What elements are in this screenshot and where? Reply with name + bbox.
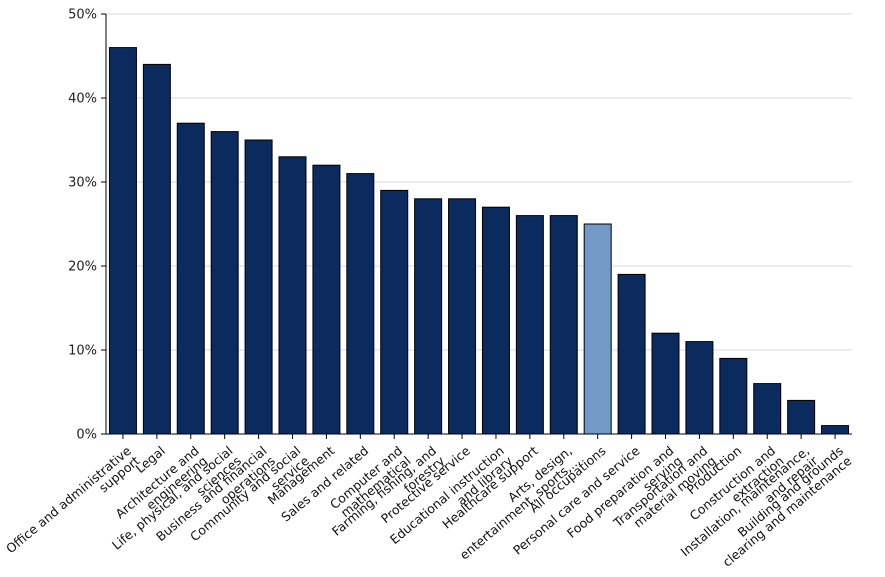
y-tick-label: 50%: [68, 8, 97, 23]
y-tick-label: 10%: [68, 344, 97, 359]
y-tick-label: 0%: [76, 428, 97, 443]
bar: [481, 206, 510, 435]
bar: [108, 47, 137, 435]
bars: [108, 47, 850, 435]
y-tick-label: 30%: [68, 176, 97, 191]
y-tick-label: 40%: [68, 92, 97, 107]
bar: [753, 383, 782, 435]
bar: [821, 425, 850, 435]
bar: [685, 341, 714, 435]
bar: [176, 122, 205, 435]
bar: [312, 164, 341, 435]
x-category-labels: Office and administrativesupportLegalArc…: [3, 443, 855, 570]
bar: [617, 273, 646, 435]
bar: [414, 198, 443, 435]
bar: [549, 215, 578, 435]
y-tick-label: 20%: [68, 260, 97, 275]
y-tick-labels: 0% 10% 20% 30% 40% 50%: [68, 8, 97, 443]
bar: [719, 357, 748, 435]
bar: [142, 63, 171, 435]
bar: [515, 215, 544, 435]
bar: [448, 198, 477, 435]
bar: [787, 399, 816, 435]
axes: [101, 13, 852, 439]
bar: [651, 332, 680, 435]
bar: [380, 189, 409, 435]
bar: [210, 131, 239, 435]
bar: [346, 173, 375, 435]
bar: [244, 139, 273, 435]
bar-all-occupations: [583, 223, 612, 435]
bar: [278, 156, 307, 435]
